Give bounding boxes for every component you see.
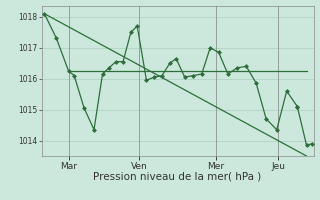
X-axis label: Pression niveau de la mer( hPa ): Pression niveau de la mer( hPa ) — [93, 172, 262, 182]
